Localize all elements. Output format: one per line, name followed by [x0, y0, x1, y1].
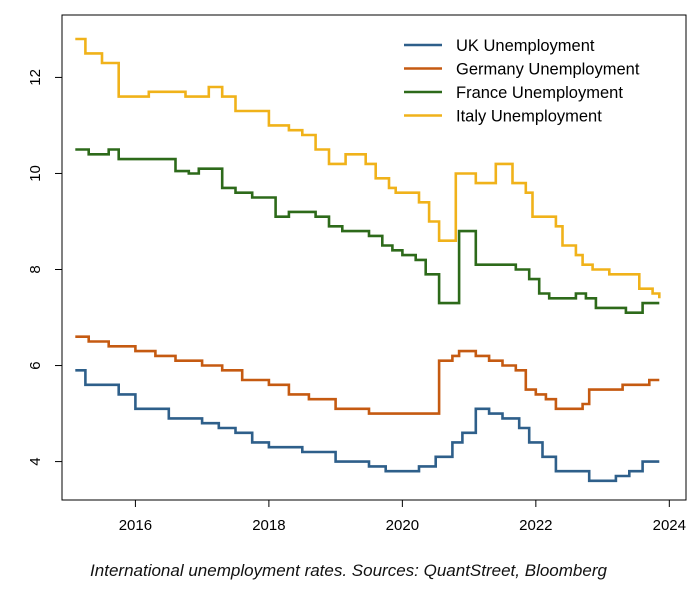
series-lines: [75, 37, 661, 483]
series-line-uk-unemployment: [75, 369, 660, 483]
y-tick-label: 12: [27, 69, 44, 86]
legend-label: Italy Unemployment: [456, 108, 602, 126]
y-tick-label: 8: [27, 265, 44, 273]
y-tick-label: 10: [27, 165, 44, 182]
series-line-france-unemployment: [75, 148, 660, 314]
legend: UK Unemployment Germany Unemployment Franc…: [404, 37, 640, 126]
series-line-italy-unemployment: [75, 37, 661, 299]
x-tick-label: 2020: [386, 517, 419, 534]
y-tick-label: 4: [27, 457, 44, 465]
x-axis: 2016 2018 2020 2022 2024: [119, 500, 686, 534]
y-tick-label: 6: [27, 361, 44, 369]
legend-label: France Unemployment: [456, 84, 623, 102]
y-axis: 4 6 8 10 12: [27, 69, 62, 466]
figure-caption: International unemployment rates. Source…: [90, 561, 607, 580]
series-line-germany-unemployment: [75, 335, 660, 415]
x-tick-label: 2024: [653, 517, 686, 534]
x-tick-label: 2016: [119, 517, 152, 534]
legend-label: Germany Unemployment: [456, 61, 640, 79]
x-tick-label: 2018: [252, 517, 285, 534]
legend-label: UK Unemployment: [456, 37, 595, 55]
plot-frame: [61, 14, 687, 501]
x-tick-label: 2022: [519, 517, 552, 534]
